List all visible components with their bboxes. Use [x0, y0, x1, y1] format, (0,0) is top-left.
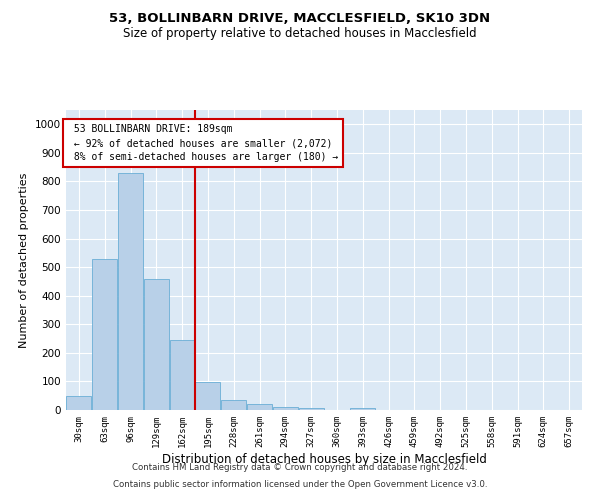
Text: 53 BOLLINBARN DRIVE: 189sqm
 ← 92% of detached houses are smaller (2,072)
 8% of: 53 BOLLINBARN DRIVE: 189sqm ← 92% of det…: [68, 124, 338, 162]
Bar: [118, 173, 143, 410]
Bar: [170, 340, 194, 410]
Bar: [221, 400, 246, 410]
Bar: [92, 258, 117, 410]
Text: Contains public sector information licensed under the Open Government Licence v3: Contains public sector information licen…: [113, 480, 487, 489]
Bar: [247, 404, 272, 410]
Y-axis label: Number of detached properties: Number of detached properties: [19, 172, 29, 348]
Bar: [144, 278, 169, 410]
Text: Contains HM Land Registry data © Crown copyright and database right 2024.: Contains HM Land Registry data © Crown c…: [132, 464, 468, 472]
Bar: [67, 396, 91, 410]
Text: 53, BOLLINBARN DRIVE, MACCLESFIELD, SK10 3DN: 53, BOLLINBARN DRIVE, MACCLESFIELD, SK10…: [109, 12, 491, 26]
Text: Size of property relative to detached houses in Macclesfield: Size of property relative to detached ho…: [123, 28, 477, 40]
Bar: [273, 406, 298, 410]
Bar: [350, 408, 375, 410]
X-axis label: Distribution of detached houses by size in Macclesfield: Distribution of detached houses by size …: [161, 452, 487, 466]
Bar: [196, 382, 220, 410]
Bar: [299, 408, 323, 410]
